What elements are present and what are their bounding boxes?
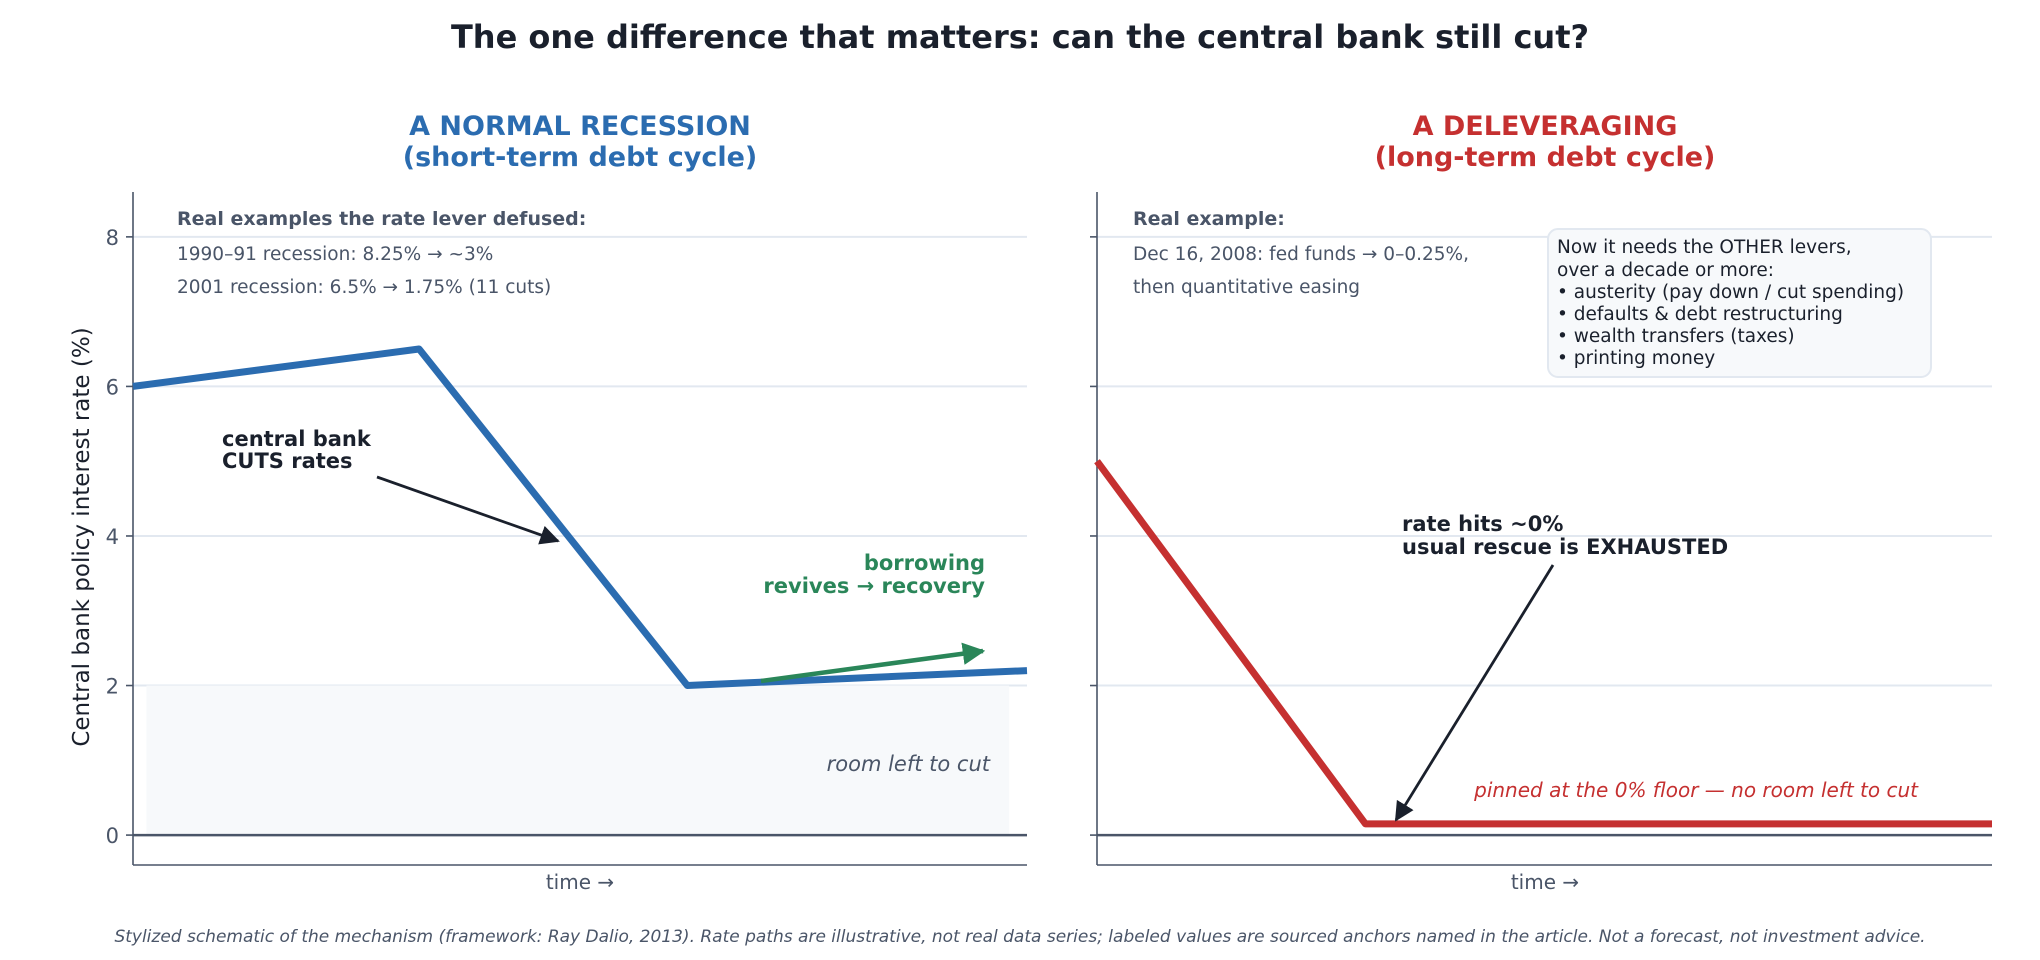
deleveraging-rate-line (1094, 459, 1992, 828)
y-axis-label: Central bank policy interest rate (%) (69, 327, 95, 746)
levers-box-line3: • austerity (pay down / cut spending) (1557, 282, 1904, 303)
exhausted-annotation-arrow (1394, 564, 1555, 822)
right-panel-title-line2: (long-term debt cycle) (1375, 142, 1716, 173)
levers-box-line4: • defaults & debt restructuring (1557, 304, 1843, 325)
exhausted-annotation-line1: rate hits ~0% (1402, 512, 1563, 536)
main-title: The one difference that matters: can the… (451, 18, 1589, 56)
y-tick-label-4: 4 (106, 525, 119, 549)
right-y-axis-ticks (1090, 236, 1097, 836)
right-examples-header: Real example: (1133, 208, 1285, 230)
left-panel-title-line1: A NORMAL RECESSION (409, 111, 751, 142)
right-example-2: then quantitative easing (1133, 277, 1360, 298)
y-tick-label-6: 6 (106, 375, 119, 399)
left-example-1: 1990–91 recession: 8.25% → ~3% (177, 244, 493, 265)
zero-floor-label: pinned at the 0% floor — no room left to… (1473, 778, 1919, 802)
right-panel-title-line1: A DELEVERAGING (1413, 111, 1678, 142)
recovery-annotation-line2: revives → recovery (763, 574, 985, 598)
cut-annotation-arrow (376, 475, 560, 545)
left-panel: A NORMAL RECESSION (short-term debt cycl… (106, 111, 1028, 894)
left-y-axis-ticks: 0 2 4 6 8 (106, 226, 133, 848)
left-examples-header: Real examples the rate lever defused: (177, 208, 586, 230)
right-panel: A DELEVERAGING (long-term debt cycle) Re… (1090, 111, 1992, 894)
recovery-arrow (760, 642, 986, 684)
room-left-to-cut-label: room left to cut (827, 752, 991, 776)
normal-recession-rate-line (132, 345, 1028, 689)
levers-box-line1: Now it needs the OTHER levers, (1557, 237, 1852, 258)
y-tick-label-2: 2 (106, 675, 119, 699)
room-left-to-cut-area (146, 685, 1010, 836)
left-example-2: 2001 recession: 6.5% → 1.75% (11 cuts) (177, 277, 551, 298)
cut-annotation-line1: central bank (222, 427, 372, 451)
exhausted-annotation-line2: usual rescue is EXHAUSTED (1402, 535, 1728, 559)
levers-box-line2: over a decade or more: (1557, 260, 1774, 281)
levers-box-line5: • wealth transfers (taxes) (1557, 326, 1795, 347)
left-x-axis-label: time → (546, 870, 614, 894)
recovery-annotation-line1: borrowing (864, 551, 985, 575)
y-tick-label-8: 8 (106, 226, 119, 250)
left-panel-title-line2: (short-term debt cycle) (403, 142, 757, 173)
y-tick-label-0: 0 (106, 824, 119, 848)
levers-box-line6: • printing money (1557, 348, 1715, 369)
other-levers-box (1547, 228, 1932, 378)
cut-annotation-line2: CUTS rates (222, 449, 353, 473)
right-x-axis-label: time → (1511, 870, 1579, 894)
footnote: Stylized schematic of the mechanism (fra… (114, 927, 1925, 947)
right-example-1: Dec 16, 2008: fed funds → 0–0.25%, (1133, 244, 1469, 265)
